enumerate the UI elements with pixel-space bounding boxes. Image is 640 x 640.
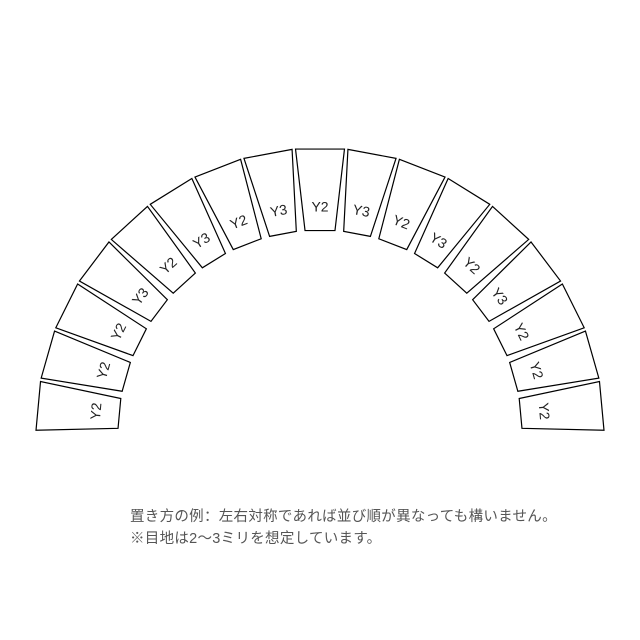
arch-brick: Y2 [296, 149, 345, 230]
caption-line-1: 置き方の例：左右対称であれば並び順が異なっても構いません。 [130, 506, 557, 528]
brick-label: Y2 [311, 199, 328, 215]
caption-line-2: ※目地は2～3ミリを想定しています。 [130, 528, 557, 550]
brick-label: Y2 [87, 402, 105, 421]
brick-label: Y2 [536, 402, 554, 421]
brick-label: Y3 [269, 201, 289, 220]
brick-shape [296, 149, 345, 230]
caption-block: 置き方の例：左右対称であれば並び順が異なっても構いません。 ※目地は2～3ミリを… [130, 506, 557, 551]
brick-label: Y3 [352, 201, 372, 220]
